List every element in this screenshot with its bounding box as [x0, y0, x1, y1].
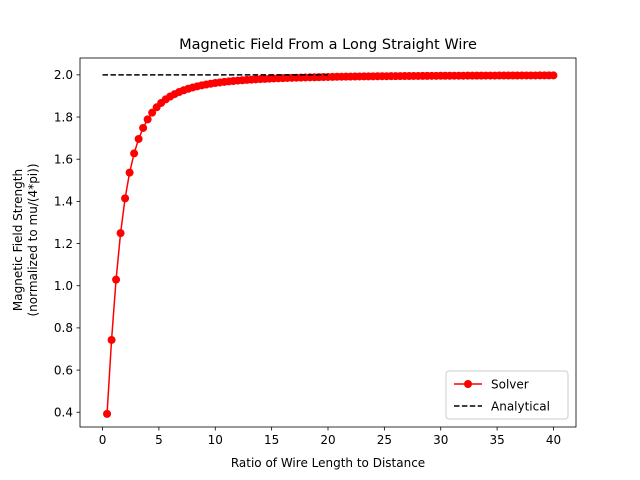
- solver-point: [134, 134, 143, 143]
- solver-point: [139, 123, 148, 132]
- x-axis-label: Ratio of Wire Length to Distance: [231, 456, 425, 470]
- y-axis: 0.4 0.6 0.8 1.0 1.2 1.4 1.6 1.8 2.0: [54, 68, 80, 420]
- x-tick-label: 0: [99, 433, 107, 447]
- y-axis-label-line-2: (normalized to mu/(4*pi)): [26, 163, 40, 316]
- y-tick-label: 2.0: [54, 68, 73, 82]
- y-tick-label: 1.8: [54, 110, 73, 124]
- plot-area: [79, 57, 577, 428]
- x-tick-label: 20: [320, 433, 335, 447]
- solver-point: [112, 275, 121, 284]
- solver-point: [143, 115, 152, 124]
- x-tick-label: 35: [489, 433, 504, 447]
- solver-point: [148, 108, 157, 117]
- y-tick-label: 1.0: [54, 279, 73, 293]
- y-tick-label: 1.2: [54, 237, 73, 251]
- chart-title: Magnetic Field From a Long Straight Wire: [179, 37, 477, 53]
- legend-analytical-label: Analytical: [491, 399, 550, 413]
- solver-point: [125, 168, 134, 177]
- legend-solver-marker: [464, 380, 472, 388]
- legend-box: [445, 370, 569, 420]
- y-axis-label-line-1: Magnetic Field Strength: [11, 169, 25, 311]
- solver-point: [549, 71, 558, 80]
- y-tick-label: 0.4: [54, 406, 73, 420]
- solver-point: [103, 409, 112, 418]
- solver-point: [107, 335, 116, 344]
- solver-point: [116, 229, 125, 238]
- legend-solver-label: Solver: [491, 377, 529, 391]
- y-tick-label: 1.6: [54, 153, 73, 167]
- y-tick-label: 1.4: [54, 195, 73, 209]
- x-tick-label: 5: [155, 433, 163, 447]
- x-tick-label: 30: [433, 433, 448, 447]
- x-tick-label: 10: [208, 433, 223, 447]
- solver-point: [121, 194, 130, 203]
- legend: Solver Analytical: [445, 370, 569, 420]
- x-axis: 0 5 10 15 20 25 30 35 40: [99, 427, 561, 447]
- x-tick-label: 15: [264, 433, 279, 447]
- solver-point: [130, 149, 139, 158]
- y-axis-label: Magnetic Field Strength (normalized to m…: [11, 163, 40, 316]
- y-tick-label: 0.6: [54, 363, 73, 377]
- x-tick-label: 40: [546, 433, 561, 447]
- x-tick-label: 25: [377, 433, 392, 447]
- y-tick-label: 0.8: [54, 321, 73, 335]
